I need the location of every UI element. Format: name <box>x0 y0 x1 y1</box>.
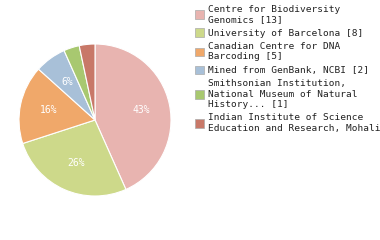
Wedge shape <box>95 44 171 189</box>
Wedge shape <box>64 46 95 120</box>
Legend: Centre for Biodiversity
Genomics [13], University of Barcelona [8], Canadian Cen: Centre for Biodiversity Genomics [13], U… <box>195 5 380 133</box>
Wedge shape <box>19 69 95 144</box>
Text: 16%: 16% <box>40 105 58 115</box>
Text: 6%: 6% <box>62 77 73 87</box>
Wedge shape <box>23 120 126 196</box>
Text: 43%: 43% <box>132 105 150 115</box>
Wedge shape <box>79 44 95 120</box>
Wedge shape <box>38 51 95 120</box>
Text: 26%: 26% <box>67 158 85 168</box>
